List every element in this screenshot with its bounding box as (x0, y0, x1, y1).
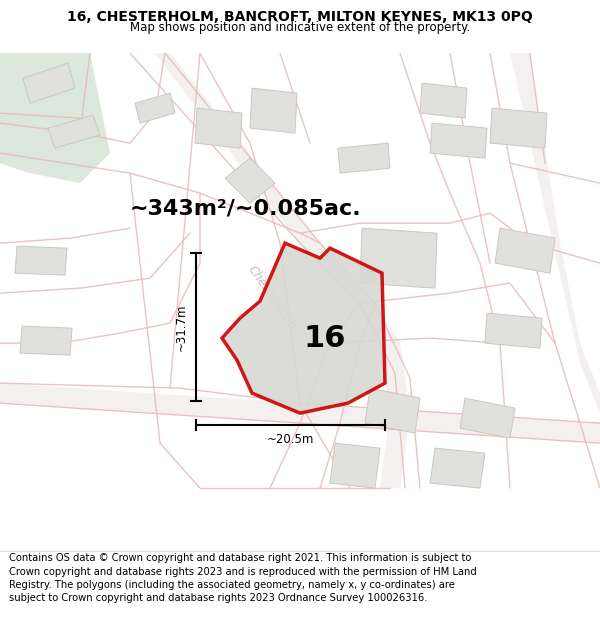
Polygon shape (250, 88, 297, 133)
Polygon shape (495, 228, 555, 273)
Polygon shape (360, 228, 437, 288)
Polygon shape (135, 93, 175, 123)
Polygon shape (130, 53, 410, 488)
Polygon shape (338, 143, 390, 173)
Polygon shape (195, 108, 242, 148)
Polygon shape (460, 398, 515, 438)
Polygon shape (15, 246, 67, 275)
Polygon shape (485, 313, 542, 348)
Polygon shape (490, 108, 547, 148)
Polygon shape (48, 115, 100, 148)
Polygon shape (430, 448, 485, 488)
Text: 16, CHESTERHOLM, BANCROFT, MILTON KEYNES, MK13 0PQ: 16, CHESTERHOLM, BANCROFT, MILTON KEYNES… (67, 10, 533, 24)
Polygon shape (365, 388, 420, 433)
Polygon shape (20, 326, 72, 355)
Polygon shape (490, 53, 600, 413)
Text: Contains OS data © Crown copyright and database right 2021. This information is : Contains OS data © Crown copyright and d… (9, 554, 477, 603)
Text: ~343m²/~0.085ac.: ~343m²/~0.085ac. (130, 198, 362, 218)
Text: ~31.7m: ~31.7m (175, 303, 188, 351)
Text: Chesterholm: Chesterholm (245, 264, 299, 332)
Polygon shape (430, 123, 487, 158)
Polygon shape (420, 83, 467, 118)
Text: Map shows position and indicative extent of the property.: Map shows position and indicative extent… (130, 21, 470, 34)
Polygon shape (225, 158, 275, 203)
Polygon shape (23, 63, 75, 103)
Text: 16: 16 (304, 324, 346, 352)
Polygon shape (222, 243, 385, 413)
Polygon shape (330, 443, 380, 488)
Polygon shape (0, 383, 600, 443)
Text: ~20.5m: ~20.5m (267, 433, 314, 446)
Polygon shape (0, 53, 110, 183)
